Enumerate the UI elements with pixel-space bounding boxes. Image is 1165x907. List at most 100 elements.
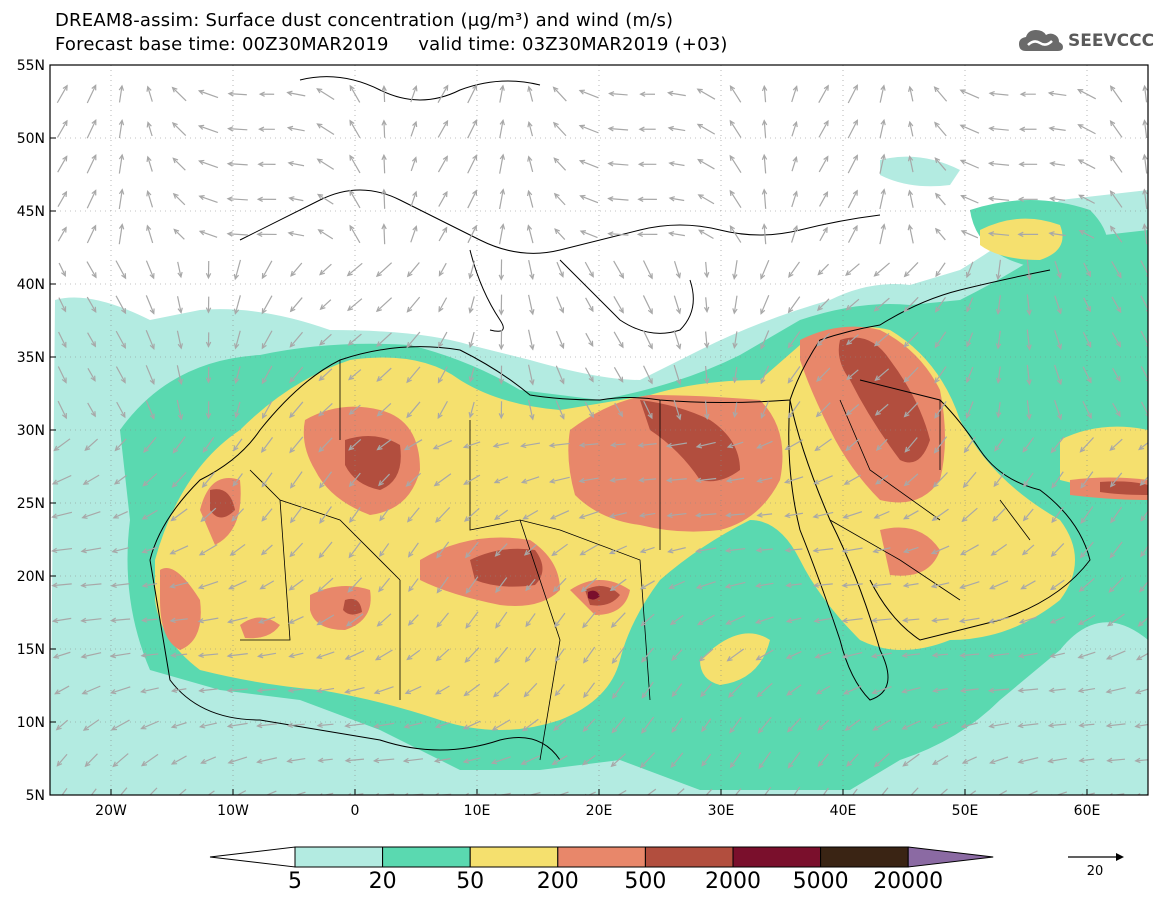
wind-arrowhead [676, 378, 682, 386]
wind-arrowhead [843, 479, 850, 485]
lon-tick-label: 10W [217, 803, 249, 819]
wind-arrowhead [647, 273, 653, 280]
wind-arrowhead [760, 308, 766, 315]
wind-arrow [141, 720, 159, 730]
wind-arrow [791, 157, 797, 172]
wind-arrowhead [261, 412, 268, 420]
wind-arrow [817, 753, 829, 767]
wind-arrow [1111, 296, 1122, 313]
wind-arrow [997, 259, 1001, 280]
wind-arrowhead [670, 797, 675, 802]
wind-arrow [261, 295, 273, 314]
wind-arrow [318, 577, 334, 592]
wind-arrow [961, 722, 978, 728]
wind-arrowhead [987, 161, 995, 167]
wind-arrow [643, 365, 653, 384]
wind-arrow [377, 613, 392, 627]
wind-arrowhead [1021, 549, 1028, 556]
wind-arrowhead [261, 308, 267, 315]
wind-arrowhead [261, 481, 267, 488]
wind-arrowhead [754, 618, 762, 624]
wind-arrow [111, 719, 130, 731]
wind-arrow [960, 89, 980, 99]
wind-arrowhead [205, 413, 212, 420]
wind-arrowhead [1109, 445, 1116, 452]
wind-arrowhead [757, 727, 764, 734]
wind-arrowhead [468, 412, 474, 419]
wind-arrowhead [787, 412, 794, 419]
wind-arrowhead [1086, 412, 1092, 420]
wind-arrowhead [962, 482, 969, 489]
wind-arrowhead [140, 688, 147, 694]
wind-arrowhead [845, 270, 852, 276]
wind-arrow [903, 331, 919, 348]
wind-arrow [966, 401, 974, 418]
wind-arrowhead [669, 619, 676, 626]
lat-lon-grid [50, 64, 1148, 796]
wind-arrow [318, 229, 334, 240]
wind-arrowhead [817, 761, 824, 768]
wind-arrowhead [233, 273, 240, 281]
wind-arrowhead [286, 125, 294, 132]
wind-arrow [437, 156, 448, 173]
wind-arrow [142, 473, 158, 487]
wind-arrow [704, 400, 708, 419]
wind-arrowhead [172, 192, 179, 199]
wind-arrow [228, 616, 248, 623]
wind-arrowhead [789, 798, 793, 803]
colorbar-label: 20000 [873, 869, 943, 894]
wind-arrowhead [170, 687, 178, 694]
wind-arrow [842, 583, 863, 587]
wind-arrow [171, 508, 188, 522]
wind-arrowhead [289, 377, 295, 384]
wind-arrowhead [381, 153, 387, 161]
wind-arrowhead [1048, 687, 1055, 694]
wind-arrow [257, 757, 278, 763]
wind-arrow [960, 617, 980, 622]
wind-arrowhead [493, 514, 501, 521]
wind-arrowhead [1077, 159, 1084, 165]
wind-arrow [141, 687, 159, 693]
lon-tick-label: 20E [586, 803, 613, 819]
wind-arrow [1112, 367, 1121, 382]
wind-arrow [142, 509, 158, 520]
wind-arrow [934, 331, 947, 348]
wind-arrow [842, 547, 863, 552]
wind-arrow [408, 542, 419, 557]
wind-arrowhead [1049, 196, 1056, 202]
wind-arrow [902, 720, 921, 730]
wind-arrow [847, 155, 858, 174]
wind-arrowhead [205, 377, 212, 384]
wind-arrow [608, 232, 629, 236]
wind-arrowhead [149, 308, 155, 315]
wind-arrow [990, 580, 1009, 590]
wind-arrow [469, 296, 475, 313]
colorbar: 5 20 50 200 500 2000 5000 20000 [209, 846, 994, 894]
wind-arrowhead [434, 723, 442, 729]
wind-arrowhead [548, 442, 555, 448]
wind-arrow [585, 297, 594, 312]
wind-arrowhead [996, 411, 1002, 419]
wind-arrowhead [197, 89, 205, 95]
colorbar-segment [294, 846, 384, 868]
wind-arrowhead [638, 477, 645, 483]
wind-arrowhead [317, 757, 324, 763]
wind-arrowhead [554, 228, 560, 235]
wind-arrowhead [197, 618, 204, 624]
wind-arrow [932, 721, 949, 729]
wind-arrow [1107, 613, 1125, 627]
wind-arrowhead [1078, 586, 1085, 593]
wind-arrowhead [170, 723, 178, 729]
wind-arrow [729, 225, 742, 243]
lat-tick-label: 35N [17, 350, 45, 366]
wind-arrow [757, 682, 773, 697]
colorbar-label: 50 [456, 869, 484, 894]
wind-arrowhead [1109, 552, 1116, 559]
wind-arrowhead [288, 585, 295, 591]
wind-arrow [525, 613, 536, 627]
wind-arrow [788, 751, 801, 768]
wind-arrow [583, 646, 596, 663]
wind-arrowhead [761, 188, 768, 195]
wind-arrowhead [200, 758, 207, 764]
wind-arrow [83, 719, 100, 731]
